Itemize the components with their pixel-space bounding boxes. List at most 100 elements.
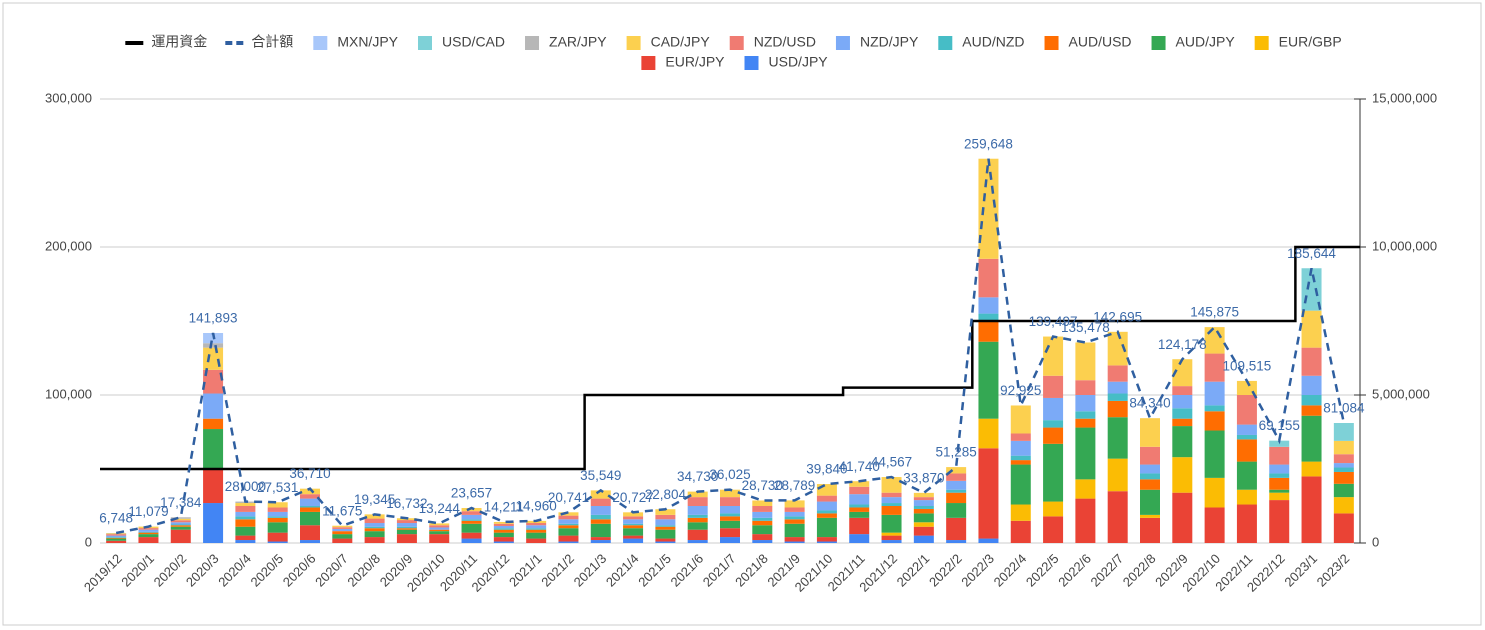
bar-segment xyxy=(461,520,482,524)
bar-segment xyxy=(429,531,450,535)
bar-segment xyxy=(784,511,805,517)
bar-segment xyxy=(784,537,805,542)
data-label: 17,384 xyxy=(160,495,202,510)
bar-segment xyxy=(655,525,676,527)
legend-swatch xyxy=(1151,36,1166,50)
bar-segment xyxy=(1107,417,1128,459)
bar-segment xyxy=(558,525,579,529)
bar-segment xyxy=(267,522,288,533)
bar-segment xyxy=(784,519,805,524)
bar-segment xyxy=(849,511,870,518)
bar-segment xyxy=(332,534,353,539)
bar-segment xyxy=(946,492,967,504)
bar-segment xyxy=(1107,331,1128,366)
bar-segment xyxy=(1301,405,1322,416)
bar-segment xyxy=(946,480,967,490)
bar-segment xyxy=(138,534,159,538)
bar-segment xyxy=(655,509,676,515)
bar-segment xyxy=(1236,489,1257,505)
bar-segment xyxy=(364,526,385,529)
bar-segment xyxy=(1010,433,1031,441)
data-label: 6,748 xyxy=(99,511,133,526)
bar-segment xyxy=(1236,461,1257,490)
bar-segment xyxy=(687,497,708,506)
bar-segment xyxy=(881,477,902,493)
bar-segment xyxy=(1172,457,1193,493)
bar-segment xyxy=(267,507,288,512)
bar-segment xyxy=(1269,446,1290,465)
bar-segment xyxy=(687,540,708,543)
bar-segment xyxy=(978,258,999,298)
bar-segment xyxy=(429,527,450,530)
bar-segment xyxy=(1236,434,1257,440)
legend-item: AUD/USD xyxy=(1044,34,1132,50)
y2-tick-label: 5,000,000 xyxy=(1372,386,1430,401)
bar-segment xyxy=(203,393,224,419)
bar-segment xyxy=(1140,473,1160,480)
bar-segment xyxy=(1269,500,1290,543)
bar-segment xyxy=(1204,507,1225,543)
bar-segment xyxy=(816,484,837,496)
data-label: 142,695 xyxy=(1093,309,1142,324)
bar-segment xyxy=(913,508,934,514)
y2-tick-label: 15,000,000 xyxy=(1372,90,1437,105)
bar-segment xyxy=(461,523,482,533)
bar-segment xyxy=(1140,514,1160,518)
bar-segment xyxy=(364,537,385,543)
bar-segment xyxy=(1075,342,1096,381)
legend-item: USD/CAD xyxy=(418,34,505,50)
bar-segment xyxy=(170,526,191,530)
bar-segment xyxy=(913,500,934,506)
legend-swatch xyxy=(641,56,656,70)
legend-swatch xyxy=(1254,36,1269,50)
legend-swatch xyxy=(313,36,328,50)
legend-label: USD/CAD xyxy=(442,34,505,50)
bar-segment xyxy=(267,516,288,518)
bar-segment xyxy=(590,519,611,524)
bar-segment xyxy=(1333,483,1354,498)
bar-segment xyxy=(752,525,773,535)
bar-segment xyxy=(429,523,450,526)
bar-segment xyxy=(267,517,288,523)
bar-segment xyxy=(235,506,256,512)
bar-segment xyxy=(978,158,999,259)
bar-segment xyxy=(784,500,805,508)
bar-segment xyxy=(720,497,740,506)
bar-segment xyxy=(267,511,288,517)
bar-segment xyxy=(170,522,191,525)
bar-segment xyxy=(1301,347,1322,376)
legend-label: AUD/JPY xyxy=(1176,34,1236,50)
bar-segment xyxy=(429,529,450,532)
legend-swatch xyxy=(744,56,759,70)
bar-segment xyxy=(1333,471,1354,484)
legend-swatch xyxy=(418,36,432,50)
bar-segment xyxy=(720,489,740,498)
bar-segment xyxy=(1204,411,1225,431)
bar-segment xyxy=(816,541,837,543)
bar-segment xyxy=(655,519,676,526)
data-label: 84,340 xyxy=(1129,396,1170,411)
bar-segment xyxy=(816,501,837,511)
bar-segment xyxy=(1075,427,1096,480)
bar-segment xyxy=(655,541,676,543)
bar-segment xyxy=(429,534,450,543)
legend-item: USD/JPY xyxy=(744,54,828,70)
bar-segment xyxy=(558,515,579,520)
bar-segment xyxy=(720,520,740,529)
bar-segment xyxy=(1333,497,1354,514)
bar-segment xyxy=(1333,513,1354,543)
bar-segment xyxy=(493,541,514,543)
bar-segment xyxy=(138,528,159,530)
data-label: 27,531 xyxy=(257,480,298,495)
bar-segment xyxy=(946,503,967,518)
bar-segment xyxy=(623,516,644,520)
bar-segment xyxy=(816,537,837,542)
bar-segment xyxy=(461,538,482,543)
data-label: 11,675 xyxy=(322,503,362,518)
bar-segment xyxy=(267,541,288,543)
bar-segment xyxy=(849,494,870,505)
bar-segment xyxy=(1269,473,1290,478)
bar-segment xyxy=(655,514,676,520)
data-label: 39,840 xyxy=(806,462,847,477)
data-label: 20,727 xyxy=(612,490,653,505)
